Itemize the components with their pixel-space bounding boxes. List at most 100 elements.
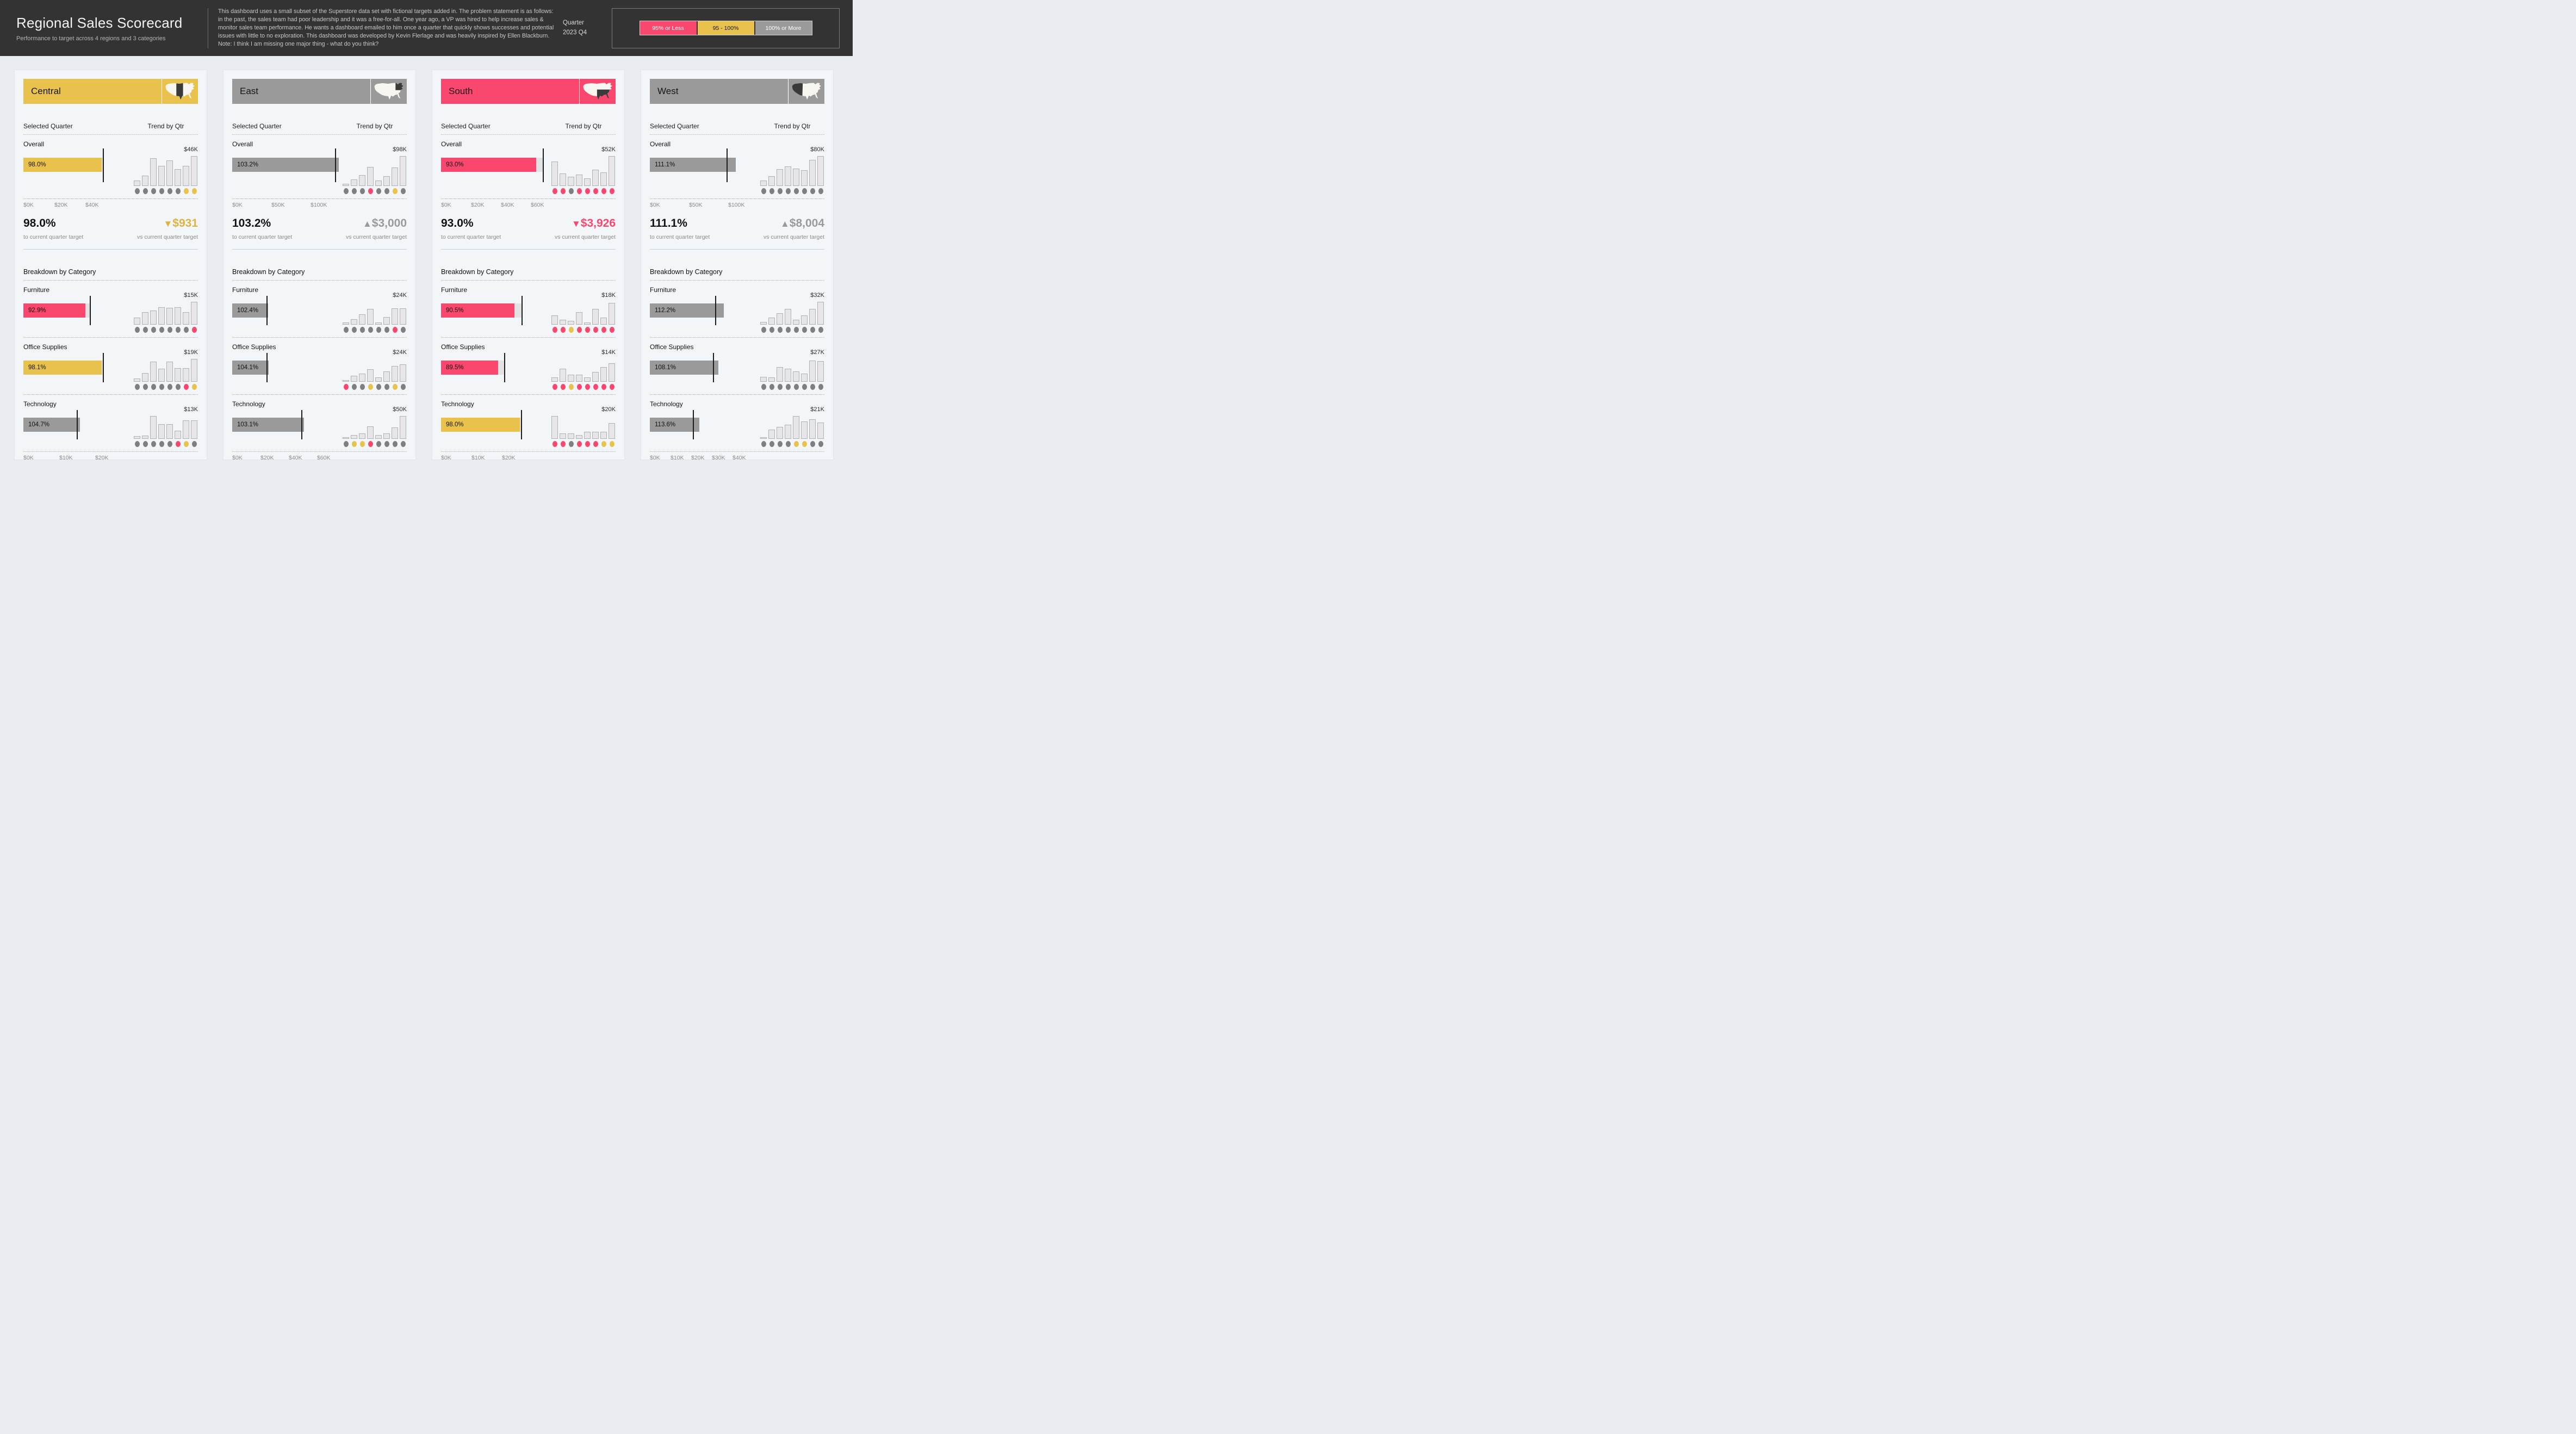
- bullet-chart[interactable]: 112.2%: [650, 296, 759, 325]
- trend-dot-pink: [560, 327, 566, 333]
- region-card-central[interactable]: Central Selected Quarter Trend by Qtr Overa…: [14, 70, 207, 460]
- bullet-bar: 102.4%: [232, 303, 268, 318]
- trend-dot-gray: [769, 327, 774, 333]
- trend-dots: [760, 441, 824, 447]
- stats-row: 98.0% to current quarter target ▼$931 vs cu…: [23, 217, 198, 240]
- trend-bar: [359, 433, 365, 439]
- trend-chart[interactable]: $24K: [343, 292, 407, 333]
- trend-dot-yellow: [183, 441, 189, 447]
- trend-chart[interactable]: $27K: [760, 349, 824, 390]
- bullet-chart[interactable]: 103.2%: [232, 148, 341, 182]
- trend-chart[interactable]: $52K: [551, 146, 616, 194]
- trend-max-label: $21K: [810, 406, 824, 413]
- trend-bar: [801, 170, 808, 186]
- trend-dot-slot: [383, 327, 390, 333]
- region-card-south[interactable]: South Selected Quarter Trend by Qtr Overall…: [432, 70, 625, 460]
- trend-bars: [343, 302, 407, 325]
- trend-dot-slot: [576, 441, 582, 447]
- bullet-chart[interactable]: 113.6%: [650, 410, 759, 439]
- trend-dot-yellow: [793, 441, 799, 447]
- bullet-chart[interactable]: 98.1%: [23, 353, 132, 382]
- trend-bar: [150, 362, 157, 382]
- separator: [441, 134, 616, 135]
- trend-bar: [809, 361, 816, 382]
- target-line: [103, 353, 104, 382]
- selected-quarter-label: Selected Quarter: [232, 122, 282, 130]
- bullet-chart[interactable]: 89.5%: [441, 353, 550, 382]
- trend-dot-slot: [400, 441, 406, 447]
- trend-bar: [134, 436, 140, 439]
- trend-chart[interactable]: $19K: [134, 349, 198, 390]
- bullet-chart[interactable]: 104.7%: [23, 410, 132, 439]
- trend-dot-pink: [609, 384, 614, 390]
- axis-tick: $0K: [23, 455, 34, 460]
- bullet-chart[interactable]: 108.1%: [650, 353, 759, 382]
- separator: [650, 337, 824, 338]
- trend-bar: [600, 367, 607, 382]
- trend-dot-gray: [151, 384, 156, 390]
- trend-chart[interactable]: $32K: [760, 292, 824, 333]
- bullet-chart[interactable]: 111.1%: [650, 148, 759, 182]
- trend-dots: [760, 188, 824, 194]
- trend-chart[interactable]: $14K: [551, 349, 616, 390]
- trend-bar: [584, 322, 591, 325]
- separator: [441, 394, 616, 395]
- delta-vs-target: ▲$8,004 vs current quarter target: [764, 217, 824, 240]
- region-card-east[interactable]: East Selected Quarter Trend by Qtr Overall 1…: [223, 70, 416, 460]
- bullet-chart[interactable]: 92.9%: [23, 296, 132, 325]
- bullet-chart[interactable]: 103.1%: [232, 410, 341, 439]
- trend-dot-gray: [392, 441, 398, 447]
- trend-bar: [584, 377, 591, 382]
- trend-dot-slot: [817, 441, 824, 447]
- separator: [232, 451, 407, 452]
- trend-chart[interactable]: $13K: [134, 406, 198, 447]
- trend-bar: [158, 369, 165, 382]
- trend-chart[interactable]: $18K: [551, 292, 616, 333]
- trend-bar: [551, 416, 558, 439]
- legend-chip-95-100-[interactable]: 95 - 100%: [697, 21, 754, 35]
- bullet-pct-label: 93.0%: [446, 162, 464, 168]
- separator: [441, 451, 616, 452]
- trend-chart[interactable]: $50K: [343, 406, 407, 447]
- target-line: [90, 296, 91, 325]
- bullet-chart[interactable]: 90.5%: [441, 296, 550, 325]
- trend-bars: [343, 416, 407, 439]
- trend-bar: [551, 315, 558, 325]
- trend-dot-gray: [818, 441, 823, 447]
- legend-chip-100-or-more[interactable]: 100% or More: [755, 21, 812, 35]
- trend-dot-slot: [191, 327, 197, 333]
- trend-max-label: $15K: [184, 292, 198, 299]
- axis-tick: $100K: [311, 202, 327, 208]
- bullet-chart[interactable]: 93.0%: [441, 148, 550, 182]
- trend-chart[interactable]: $46K: [134, 146, 198, 194]
- region-card-west[interactable]: West Selected Quarter Trend by Qtr Overall 1…: [641, 70, 834, 460]
- axis-tick: $20K: [95, 455, 109, 460]
- separator: [232, 337, 407, 338]
- us-map-icon: [374, 83, 404, 100]
- trend-chart[interactable]: $15K: [134, 292, 198, 333]
- bullet-chart[interactable]: 98.0%: [23, 148, 132, 182]
- trend-dot-yellow: [568, 384, 574, 390]
- trend-dot-slot: [375, 384, 382, 390]
- delta-vs-target-value: ▲$8,004: [780, 217, 824, 229]
- trend-chart[interactable]: $80K: [760, 146, 824, 194]
- legend-chip-95-or-less[interactable]: 95% or Less: [640, 21, 697, 35]
- trend-chart[interactable]: $24K: [343, 349, 407, 390]
- bullet-chart[interactable]: 102.4%: [232, 296, 341, 325]
- region-header: South: [441, 79, 616, 104]
- trend-dot-slot: [343, 327, 349, 333]
- bullet-chart[interactable]: 98.0%: [441, 410, 550, 439]
- pct-to-target-value: 103.2%: [232, 217, 271, 229]
- trend-bar: [166, 362, 173, 382]
- trend-bar: [383, 433, 390, 439]
- axis-tick: $30K: [712, 455, 725, 460]
- bullet-bar: 103.2%: [232, 158, 339, 172]
- trend-bar: [158, 307, 165, 325]
- region-cards: Central Selected Quarter Trend by Qtr Overa…: [14, 70, 834, 460]
- trend-chart[interactable]: $21K: [760, 406, 824, 447]
- trend-dot-gray: [810, 384, 815, 390]
- bullet-chart[interactable]: 104.1%: [232, 353, 341, 382]
- trend-chart[interactable]: $20K: [551, 406, 616, 447]
- trend-chart[interactable]: $98K: [343, 146, 407, 194]
- trend-dot-slot: [134, 327, 140, 333]
